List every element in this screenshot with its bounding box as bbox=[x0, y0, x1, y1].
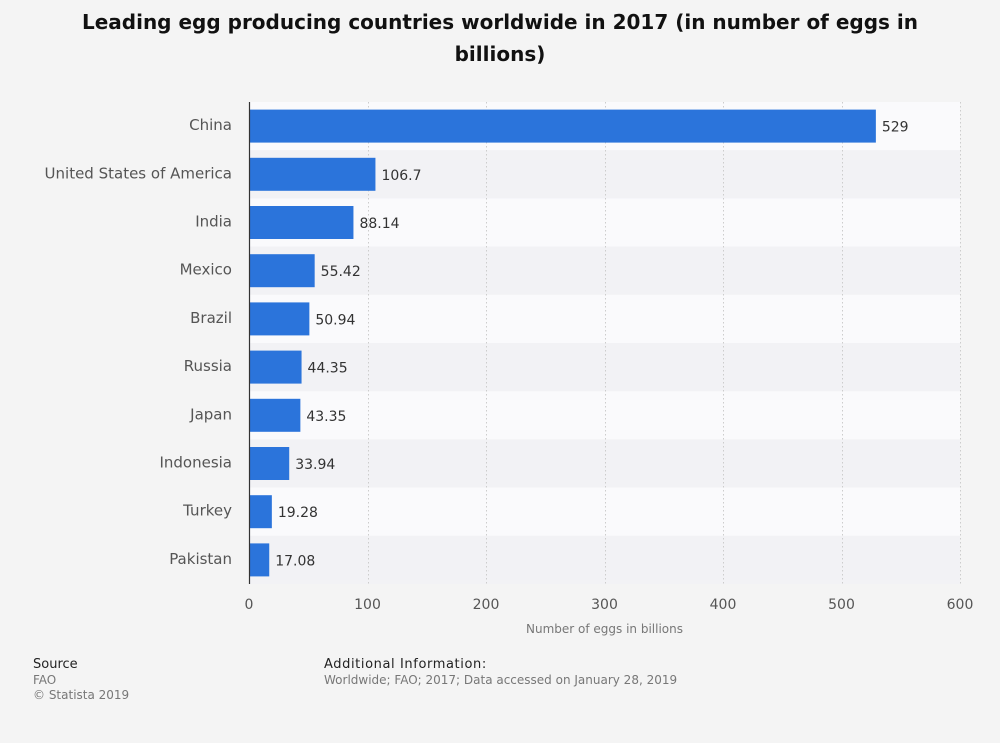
value-label: 50.94 bbox=[315, 312, 355, 328]
category-label: Mexico bbox=[180, 261, 232, 279]
row-band bbox=[249, 535, 960, 584]
row-band bbox=[249, 198, 960, 247]
category-label: China bbox=[189, 116, 232, 134]
bar-india[interactable] bbox=[249, 206, 354, 239]
chart-title: Leading egg producing countries worldwid… bbox=[81, 10, 919, 66]
bar-indonesia[interactable] bbox=[249, 447, 290, 480]
row-band bbox=[249, 343, 960, 392]
row-band bbox=[249, 439, 960, 488]
bar-turkey[interactable] bbox=[249, 495, 272, 529]
x-axis-title: Number of eggs in billions bbox=[526, 622, 683, 636]
category-label: Turkey bbox=[182, 502, 232, 520]
row-bands bbox=[249, 102, 960, 584]
source-block: Source FAO © Statista 2019 bbox=[33, 657, 129, 703]
source-heading: Source bbox=[33, 657, 78, 672]
category-label: United States of America bbox=[45, 164, 232, 182]
category-label: Brazil bbox=[190, 309, 232, 327]
category-label: India bbox=[195, 213, 232, 231]
bar-mexico[interactable] bbox=[249, 254, 315, 288]
value-label: 43.35 bbox=[306, 409, 346, 425]
value-label: 19.28 bbox=[278, 505, 318, 521]
row-band bbox=[249, 294, 960, 343]
value-label: 33.94 bbox=[295, 457, 335, 473]
x-tick-labels: 0 100 200 300 400 500 600 bbox=[245, 597, 974, 613]
value-label: 529 bbox=[882, 120, 909, 136]
bar-brazil[interactable] bbox=[249, 302, 310, 336]
row-band bbox=[249, 391, 960, 440]
value-label: 17.08 bbox=[275, 553, 315, 569]
additional-info-block: Additional Information: Worldwide; FAO; … bbox=[324, 657, 677, 688]
value-label: 55.42 bbox=[321, 264, 361, 280]
row-band bbox=[249, 246, 960, 295]
category-label: Russia bbox=[184, 357, 232, 375]
value-label: 106.7 bbox=[381, 168, 421, 184]
bar-pakistan[interactable] bbox=[249, 543, 270, 577]
x-tick-label: 0 bbox=[245, 597, 254, 613]
row-band bbox=[249, 487, 960, 536]
category-label: Indonesia bbox=[159, 454, 232, 472]
value-labels: 529 106.7 88.14 55.42 50.94 44.35 43.35 33.94 19… bbox=[275, 120, 908, 570]
gridlines bbox=[368, 102, 961, 584]
bars bbox=[249, 109, 876, 577]
bar-united-states-of-america[interactable] bbox=[249, 157, 376, 191]
value-label: 44.35 bbox=[308, 361, 348, 377]
category-labels: China United States of America India Mexico… bbox=[45, 116, 233, 568]
x-tick-label: 400 bbox=[710, 597, 737, 613]
x-tick-label: 300 bbox=[591, 597, 618, 613]
value-label: 88.14 bbox=[359, 216, 399, 232]
bar-japan[interactable] bbox=[249, 398, 301, 432]
x-tick-label: 600 bbox=[947, 597, 974, 613]
source-name[interactable]: FAO bbox=[33, 673, 57, 687]
x-tick-label: 200 bbox=[473, 597, 500, 613]
x-tick-label: 500 bbox=[828, 597, 855, 613]
copyright-text: © Statista 2019 bbox=[33, 688, 130, 702]
additional-info-heading: Additional Information: bbox=[324, 657, 487, 672]
x-tick-label: 100 bbox=[354, 597, 381, 613]
additional-info-text: Worldwide; FAO; 2017; Data accessed on J… bbox=[324, 673, 678, 687]
bar-russia[interactable] bbox=[249, 350, 302, 384]
category-label: Pakistan bbox=[169, 550, 232, 568]
bar-china[interactable] bbox=[249, 109, 876, 143]
category-label: Japan bbox=[189, 405, 232, 423]
